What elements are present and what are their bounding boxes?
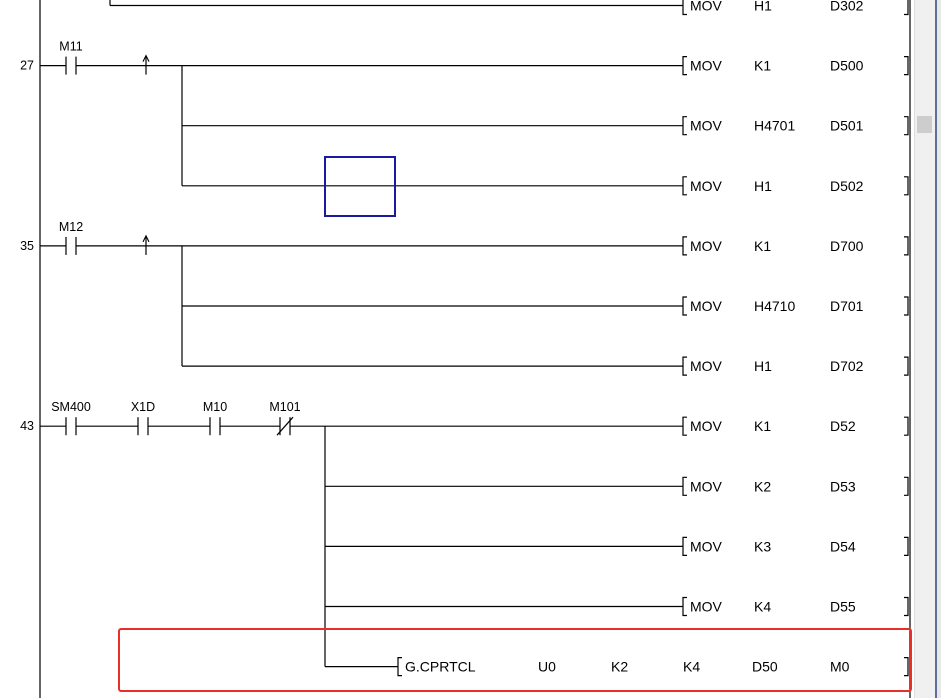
step-number: 35 bbox=[20, 239, 34, 253]
instruction-name: MOV bbox=[690, 118, 723, 134]
contact-label: X1D bbox=[131, 400, 155, 414]
contact-label: M11 bbox=[59, 40, 82, 54]
instruction-name: MOV bbox=[690, 58, 723, 74]
instruction-right-bracket bbox=[904, 536, 909, 556]
instruction-left-bracket bbox=[682, 176, 687, 196]
instruction-right-bracket bbox=[904, 416, 909, 436]
instruction-left-bracket bbox=[682, 296, 687, 316]
instruction-left-bracket bbox=[682, 536, 687, 556]
instruction-name: MOV bbox=[690, 538, 723, 554]
instruction-left-bracket bbox=[682, 356, 687, 376]
instruction-name: MOV bbox=[690, 599, 723, 615]
step-number: 27 bbox=[20, 59, 34, 73]
instruction-name: MOV bbox=[690, 238, 723, 254]
instruction-operand: D55 bbox=[830, 599, 856, 615]
instruction-operand: K3 bbox=[754, 538, 771, 554]
instruction-operand: D52 bbox=[830, 418, 856, 434]
instruction-operand: D302 bbox=[830, 0, 864, 14]
instruction-operand: D50 bbox=[752, 659, 778, 675]
instruction-operand: D53 bbox=[830, 478, 856, 494]
instruction-operand: D700 bbox=[830, 238, 864, 254]
instruction-operand: K2 bbox=[754, 478, 771, 494]
rising-edge-arrow-icon bbox=[142, 54, 150, 62]
step-number: 43 bbox=[20, 419, 34, 433]
highlight-box-cprtcl bbox=[118, 628, 912, 692]
instruction-operand: K1 bbox=[754, 238, 771, 254]
instruction-name: MOV bbox=[690, 178, 723, 194]
instruction-left-bracket bbox=[682, 596, 687, 617]
instruction-operand: D502 bbox=[830, 178, 864, 194]
contact-label: M10 bbox=[203, 400, 227, 414]
instruction-operand: H1 bbox=[754, 178, 772, 194]
instruction-operand: H4710 bbox=[754, 298, 795, 314]
instruction-left-bracket bbox=[682, 116, 687, 136]
instruction-right-bracket bbox=[904, 657, 909, 677]
contact-label: SM400 bbox=[51, 400, 91, 414]
instruction-name: MOV bbox=[690, 358, 723, 374]
instruction-operand: K4 bbox=[754, 599, 771, 615]
instruction-left-bracket bbox=[682, 476, 687, 496]
instruction-left-bracket bbox=[682, 236, 687, 256]
instruction-right-bracket bbox=[904, 116, 909, 136]
rising-edge-arrow-icon bbox=[142, 234, 150, 243]
instruction-right-bracket bbox=[904, 296, 909, 316]
instruction-operand: K1 bbox=[754, 418, 771, 434]
instruction-operand: D54 bbox=[830, 538, 856, 554]
instruction-operand: K4 bbox=[683, 659, 700, 675]
instruction-right-bracket bbox=[904, 0, 909, 16]
instruction-name: MOV bbox=[690, 0, 723, 14]
instruction-operand: D500 bbox=[830, 58, 864, 74]
instruction-operand: U0 bbox=[538, 659, 556, 675]
instruction-name: MOV bbox=[690, 478, 723, 494]
instruction-operand: K2 bbox=[611, 659, 628, 675]
instruction-left-bracket bbox=[682, 0, 687, 16]
vertical-scrollbar[interactable] bbox=[914, 0, 936, 698]
instruction-name: G.CPRTCL bbox=[405, 659, 476, 675]
instruction-left-bracket bbox=[682, 416, 687, 436]
contact-label: M12 bbox=[59, 220, 83, 234]
instruction-right-bracket bbox=[904, 476, 909, 496]
instruction-name: MOV bbox=[690, 298, 723, 314]
instruction-right-bracket bbox=[904, 56, 909, 76]
instruction-right-bracket bbox=[904, 356, 909, 376]
instruction-operand: D501 bbox=[830, 118, 864, 134]
instruction-operand: K1 bbox=[754, 58, 771, 74]
instruction-right-bracket bbox=[904, 176, 909, 196]
cell-cursor[interactable] bbox=[324, 156, 396, 217]
instruction-left-bracket bbox=[397, 657, 402, 677]
contact-nc-slash bbox=[276, 416, 294, 436]
instruction-left-bracket bbox=[682, 56, 687, 76]
instruction-operand: D701 bbox=[830, 298, 864, 314]
instruction-operand: H1 bbox=[754, 0, 772, 14]
instruction-operand: H1 bbox=[754, 358, 772, 374]
instruction-name: MOV bbox=[690, 418, 723, 434]
window-edge bbox=[935, 0, 941, 698]
instruction-operand: M0 bbox=[830, 659, 850, 675]
instruction-operand: D702 bbox=[830, 358, 864, 374]
contact-label: M101 bbox=[269, 400, 300, 414]
scrollbar-thumb[interactable] bbox=[917, 116, 932, 133]
instruction-right-bracket bbox=[904, 596, 909, 617]
instruction-right-bracket bbox=[904, 236, 909, 256]
instruction-operand: H4701 bbox=[754, 118, 795, 134]
